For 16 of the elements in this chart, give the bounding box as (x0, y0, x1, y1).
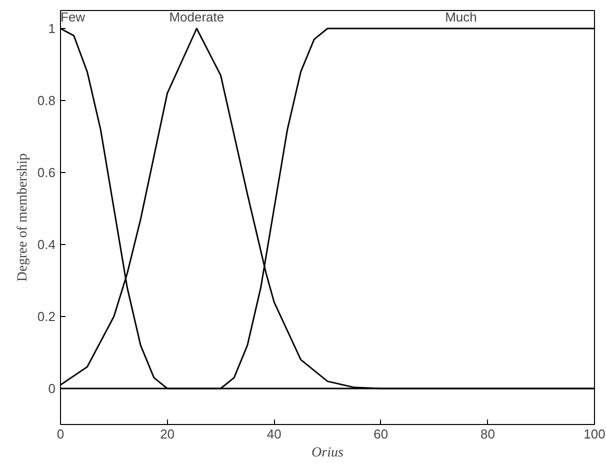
y-tick-label: 0.4 (37, 237, 56, 252)
y-tick-label: 0 (48, 381, 56, 396)
x-axis-title: Orius (312, 446, 344, 460)
y-tick-label: 0.2 (37, 309, 56, 324)
y-tick-label: 0.8 (37, 93, 56, 108)
x-tick-label: 20 (160, 426, 175, 442)
series-label: Much (445, 10, 477, 24)
x-tick-label: 80 (480, 426, 495, 442)
y-tick-label: 1 (48, 21, 56, 36)
y-tick-label: 0.6 (37, 165, 56, 180)
x-tick-label: 60 (374, 426, 388, 442)
series-label: Moderate (169, 10, 224, 24)
series-label: Few (60, 10, 86, 24)
x-tick-label: 40 (266, 426, 282, 442)
x-tick-label: 100 (584, 426, 606, 442)
y-axis-title: Degree of membership (15, 153, 30, 282)
